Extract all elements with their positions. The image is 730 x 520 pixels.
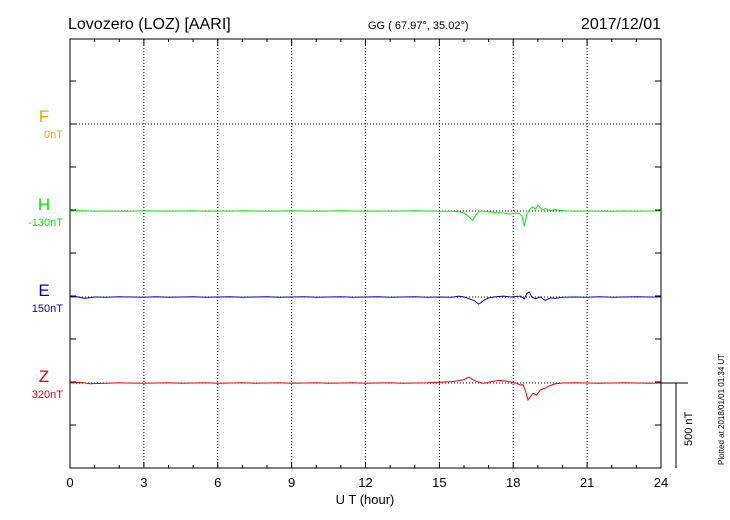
x-tick-label: 0: [66, 475, 73, 490]
x-tick-label: 12: [358, 475, 372, 490]
series-baseline-h: -130nT: [28, 217, 63, 229]
x-tick-labels: 0 3 6 9 12 15 18 21 24: [66, 475, 668, 490]
series-name-h: H: [38, 195, 50, 214]
x-tick-label: 15: [432, 475, 446, 490]
x-axis-label: U T (hour): [336, 492, 395, 507]
chart-date: 2017/12/01: [581, 16, 661, 33]
axis-ticks: [69, 39, 662, 468]
series-labels: F 0nT H -130nT E 150nT Z 320nT: [28, 107, 63, 401]
series-line-h: [69, 204, 661, 227]
series-line-z: [69, 376, 662, 402]
station-title: Lovozero (LOZ) [AARI]: [68, 16, 231, 33]
series-name-f: F: [39, 107, 49, 126]
x-tick-label: 9: [288, 475, 295, 490]
series-baseline-e: 150nT: [32, 303, 63, 315]
x-tick-label: 21: [580, 475, 594, 490]
series-baseline-z: 320nT: [32, 389, 63, 401]
series-traces: [69, 204, 662, 402]
x-tick-label: 6: [214, 475, 221, 490]
grid-lines: [70, 39, 661, 468]
station-coords: GG ( 67.97°, 35.02°): [368, 20, 469, 32]
x-tick-label: 24: [654, 475, 668, 490]
series-name-z: Z: [39, 367, 49, 386]
scale-bar: 500 nT: [661, 382, 695, 468]
x-tick-label: 18: [506, 475, 520, 490]
series-baseline-f: 0nT: [44, 129, 63, 141]
series-line-e: [69, 291, 661, 305]
series-name-e: E: [38, 281, 49, 300]
x-tick-label: 3: [140, 475, 147, 490]
scale-bar-label: 500 nT: [683, 411, 695, 446]
plot-frame: [69, 38, 662, 469]
plotted-at-note: Plotted at 2018/01/01 01:34 UT: [717, 354, 726, 465]
